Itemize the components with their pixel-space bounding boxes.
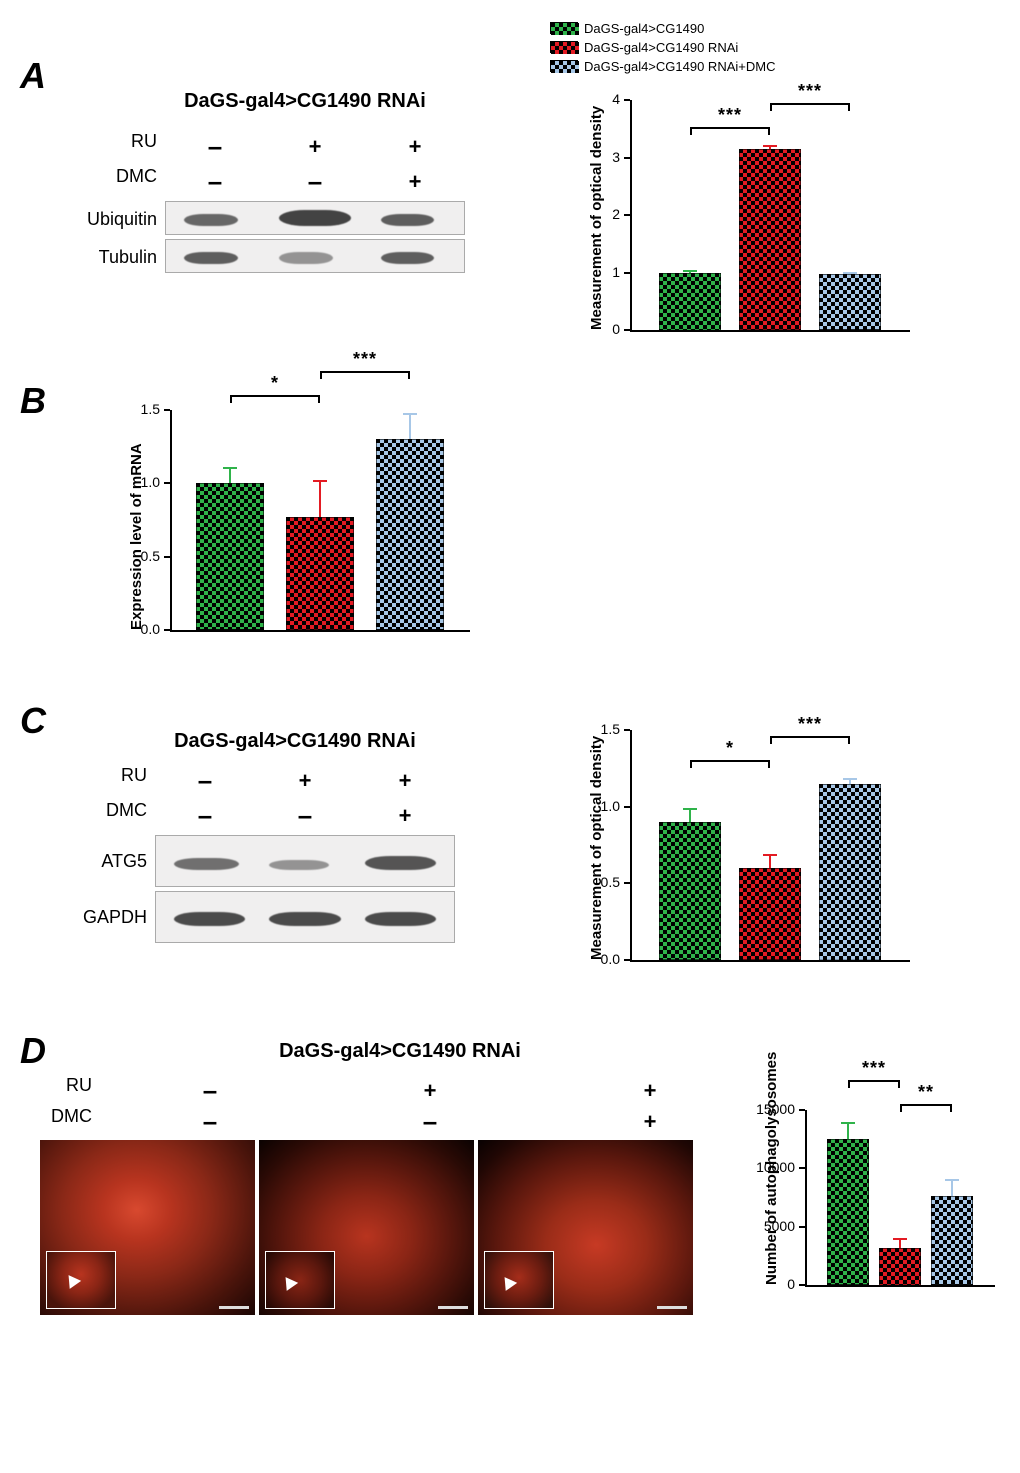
panel-b-chart: 0.00.51.01.5Expression level of mRNA * *…	[120, 410, 490, 660]
wb-a-dmc-2: +	[365, 166, 465, 197]
wb-c-ru-1: +	[255, 765, 355, 796]
wb-c-ru-label: RU	[75, 765, 155, 796]
wb-c-gapdh-lanes	[155, 891, 455, 943]
panel-a: A DaGS-gal4>CG1490 RNAi RU – + + DMC – –…	[20, 20, 1000, 360]
wb-a-title: DaGS-gal4>CG1490 RNAi	[135, 90, 475, 113]
chart-bar	[819, 784, 881, 960]
panel-d: D DaGS-gal4>CG1490 RNAi RU – + + DMC – –…	[20, 1030, 1000, 1360]
d-dmc-label: DMC	[40, 1106, 100, 1137]
chart-bar	[376, 439, 444, 630]
d-dmc-0: –	[100, 1106, 320, 1137]
wb-c-ru-0: –	[155, 765, 255, 796]
wb-a-dmc-1: –	[265, 166, 365, 197]
panel-c-western-blot: DaGS-gal4>CG1490 RNAi RU – + + DMC – – +…	[75, 730, 475, 943]
chart-bar	[659, 273, 721, 331]
panel-d-treatments: RU – + + DMC – – +	[40, 1075, 740, 1137]
wb-a-ru-0: –	[165, 131, 265, 162]
chart-bar	[286, 517, 354, 630]
panel-b: B 0.00.51.01.5Expression level of mRNA *…	[20, 380, 1000, 680]
panel-c-label: C	[20, 700, 46, 742]
wb-c-dmc-1: –	[255, 800, 355, 831]
panel-a-chart: 01234Measurement of optical density *** …	[580, 100, 930, 360]
d-ru-1: +	[320, 1075, 540, 1106]
wb-a-dmc-0: –	[165, 166, 265, 197]
d-dmc-2: +	[540, 1106, 760, 1137]
wb-c-ru-2: +	[355, 765, 455, 796]
wb-c-gapdh-label: GAPDH	[75, 891, 155, 943]
panel-d-chart: 050001000015000Number of autophagolysoso…	[755, 1110, 1015, 1315]
wb-c-dmc-0: –	[155, 800, 255, 831]
wb-c-atg5-label: ATG5	[75, 835, 155, 887]
wb-a-ru-label: RU	[75, 131, 165, 162]
panel-b-label: B	[20, 380, 46, 422]
fluo-tile-3	[478, 1140, 693, 1315]
chart-bar	[659, 822, 721, 960]
chart-bar	[819, 274, 881, 330]
panel-d-label: D	[20, 1030, 46, 1072]
wb-c-dmc-2: +	[355, 800, 455, 831]
d-dmc-1: –	[320, 1106, 540, 1137]
panel-d-images	[40, 1140, 693, 1315]
panel-a-label: A	[20, 55, 46, 97]
wb-c-title: DaGS-gal4>CG1490 RNAi	[115, 730, 475, 753]
wb-a-ubiq-lanes	[165, 201, 465, 235]
wb-a-ubiq-label: Ubiquitin	[75, 201, 165, 235]
panel-d-title: DaGS-gal4>CG1490 RNAi	[200, 1040, 600, 1063]
wb-c-dmc-label: DMC	[75, 800, 155, 831]
chart-bar	[739, 868, 801, 960]
wb-a-tub-lanes	[165, 239, 465, 273]
d-ru-0: –	[100, 1075, 320, 1106]
d-ru-2: +	[540, 1075, 760, 1106]
wb-a-ru-1: +	[265, 131, 365, 162]
chart-bar	[739, 149, 801, 330]
chart-bar	[827, 1139, 869, 1285]
wb-a-ru-2: +	[365, 131, 465, 162]
panel-c-chart: 0.00.51.01.5Measurement of optical densi…	[580, 730, 930, 990]
wb-c-atg5-lanes	[155, 835, 455, 887]
chart-bar	[196, 483, 264, 630]
panel-c: C DaGS-gal4>CG1490 RNAi RU – + + DMC – –…	[20, 700, 1000, 1010]
fluo-tile-2	[259, 1140, 474, 1315]
wb-a-dmc-label: DMC	[75, 166, 165, 197]
wb-a-tub-label: Tubulin	[75, 239, 165, 273]
panel-a-western-blot: DaGS-gal4>CG1490 RNAi RU – + + DMC – – +…	[75, 90, 475, 273]
chart-bar	[931, 1196, 973, 1285]
fluo-tile-1	[40, 1140, 255, 1315]
chart-bar	[879, 1248, 921, 1285]
figure: DaGS-gal4>CG1490 DaGS-gal4>CG1490 RNAi D…	[20, 20, 1000, 1360]
d-ru-label: RU	[40, 1075, 100, 1106]
